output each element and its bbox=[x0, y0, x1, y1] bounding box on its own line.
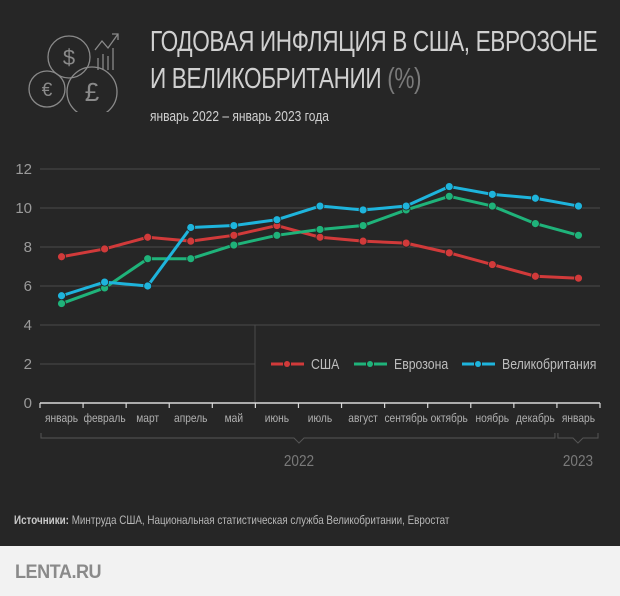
x-tick-label: август bbox=[348, 412, 378, 425]
y-tick-label: 0 bbox=[24, 395, 32, 412]
y-axis-ticks: 0 2 4 6 8 10 12 bbox=[15, 161, 32, 412]
legend-marker bbox=[475, 361, 481, 367]
legend-marker bbox=[284, 361, 290, 367]
x-tick-label: январь bbox=[562, 412, 595, 425]
data-point bbox=[358, 236, 368, 246]
data-point bbox=[143, 254, 153, 264]
year-bracket bbox=[557, 433, 599, 444]
title-unit: (%) bbox=[387, 63, 422, 95]
data-point bbox=[229, 230, 239, 240]
year-label: 2022 bbox=[284, 453, 314, 470]
legend: США Еврозона Великобритания bbox=[271, 356, 596, 372]
x-tick-label: ноябрь bbox=[475, 412, 509, 425]
data-point bbox=[229, 240, 239, 250]
x-tick-label: сентябрь bbox=[384, 412, 428, 425]
data-point bbox=[272, 230, 282, 240]
x-tick-label: май bbox=[225, 412, 243, 425]
series-2 bbox=[57, 182, 583, 301]
y-tick-label: 6 bbox=[24, 278, 32, 295]
x-tick-label: февраль bbox=[84, 412, 126, 425]
y-tick-label: 8 bbox=[24, 239, 32, 256]
legend-item: США bbox=[271, 356, 340, 372]
title-line-2: И ВЕЛИКОБРИТАНИИ bbox=[150, 63, 382, 95]
series-1 bbox=[57, 191, 583, 308]
x-tick-label: апрель bbox=[174, 412, 208, 425]
source-text: Минтруда США, Национальная статистическа… bbox=[71, 513, 450, 527]
svg-text:£: £ bbox=[85, 77, 100, 107]
data-point bbox=[315, 225, 325, 234]
data-point bbox=[100, 244, 110, 254]
chart-subtitle: январь 2022 – январь 2023 года bbox=[150, 108, 329, 125]
data-point bbox=[229, 221, 239, 230]
x-axis: январь февраль март апрель май июнь июль август… bbox=[39, 402, 601, 470]
data-point bbox=[487, 189, 497, 199]
series-0 bbox=[57, 221, 583, 283]
data-point bbox=[186, 223, 196, 232]
x-tick-label: декабрь bbox=[516, 412, 555, 425]
data-point bbox=[272, 215, 282, 225]
series-lines bbox=[57, 182, 583, 308]
legend-label: Еврозона bbox=[394, 356, 449, 372]
x-tick-label: март bbox=[136, 412, 159, 425]
data-point bbox=[358, 205, 368, 215]
svg-text:$: $ bbox=[63, 45, 75, 70]
data-point bbox=[530, 219, 540, 229]
source-note: Источники: Минтруда США, Национальная ст… bbox=[14, 513, 449, 527]
data-point bbox=[143, 281, 153, 291]
data-point bbox=[186, 236, 196, 246]
data-point bbox=[574, 273, 583, 283]
infographic-panel bbox=[0, 0, 620, 546]
source-label: Источники: bbox=[14, 513, 69, 527]
series-line bbox=[61, 194, 579, 305]
data-point bbox=[358, 221, 368, 230]
data-point bbox=[100, 277, 110, 287]
legend-label: Великобритания bbox=[502, 356, 596, 372]
line-chart: 0 2 4 6 8 10 12 январь февраль март апрель май июнь… bbox=[15, 161, 601, 470]
y-tick-label: 10 bbox=[15, 200, 32, 217]
x-tick-label: январь bbox=[45, 412, 78, 425]
data-point bbox=[530, 193, 540, 203]
legend-label: США bbox=[311, 356, 340, 372]
data-point bbox=[444, 182, 454, 191]
data-point bbox=[143, 232, 153, 242]
x-tick-label: июль bbox=[308, 412, 333, 425]
data-point bbox=[444, 248, 454, 258]
data-point bbox=[57, 252, 66, 262]
y-tick-label: 4 bbox=[24, 317, 32, 334]
data-point bbox=[487, 201, 497, 211]
svg-text:€: € bbox=[42, 80, 53, 101]
data-point bbox=[315, 232, 325, 242]
x-tick-label: июнь bbox=[265, 412, 289, 425]
data-point bbox=[574, 230, 583, 240]
currency-coins-growth-icon: $ € £ bbox=[28, 33, 119, 112]
y-tick-label: 2 bbox=[24, 356, 32, 373]
y-tick-label: 12 bbox=[15, 161, 32, 178]
lenta-logo[interactable]: LENTA.RU bbox=[15, 562, 102, 583]
data-point bbox=[315, 201, 325, 211]
year-label: 2023 bbox=[563, 453, 593, 470]
data-point bbox=[444, 191, 454, 201]
legend-item: Еврозона bbox=[354, 356, 449, 372]
chart-title: ГОДОВАЯ ИНФЛЯЦИЯ В США, ЕВРОЗОНЕ И ВЕЛИК… bbox=[150, 24, 598, 98]
data-point bbox=[530, 271, 540, 281]
data-point bbox=[57, 291, 66, 301]
legend-item: Великобритания bbox=[462, 356, 596, 372]
year-bracket bbox=[40, 433, 556, 444]
legend-marker bbox=[367, 361, 373, 367]
title-line-1: ГОДОВАЯ ИНФЛЯЦИЯ В США, ЕВРОЗОНЕ bbox=[150, 26, 598, 58]
data-point bbox=[401, 238, 411, 248]
data-point bbox=[401, 201, 411, 211]
data-point bbox=[57, 299, 66, 308]
data-point bbox=[574, 201, 583, 211]
data-point bbox=[186, 254, 196, 264]
x-tick-label: октябрь bbox=[431, 412, 468, 425]
data-point bbox=[487, 260, 497, 269]
